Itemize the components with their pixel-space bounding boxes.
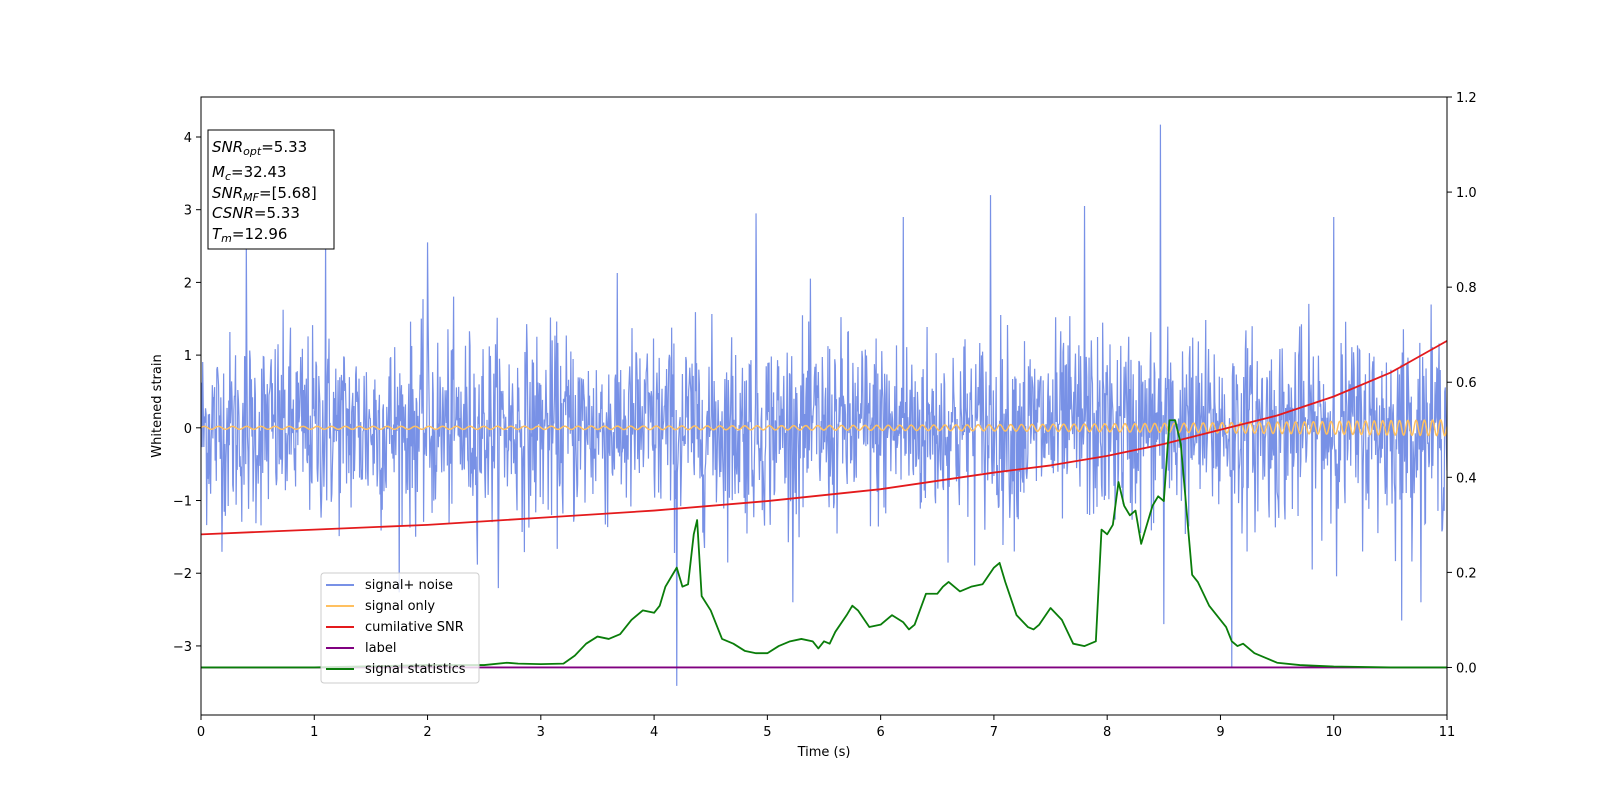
legend-entry-signal-only: signal only <box>326 599 435 614</box>
y-left-tick-label: 1 <box>184 349 192 364</box>
x-tick-label: 11 <box>1439 725 1456 740</box>
x-tick-label: 2 <box>423 725 431 740</box>
info-tm: Tm=12.96 <box>212 225 287 245</box>
y-left-tick-label: 2 <box>184 276 192 291</box>
info-box: SNRopt=5.33 Mc=32.43 SNRMF=[5.68] CSNR=5… <box>207 129 335 250</box>
x-axis-label: Time (s) <box>797 745 851 760</box>
legend-entry-label: label <box>326 641 396 656</box>
info-mc: Mc=32.43 <box>212 163 287 183</box>
x-tick-label: 1 <box>310 725 318 740</box>
x-tick-label: 0 <box>197 725 205 740</box>
y-left-tick-label: −1 <box>173 495 192 510</box>
x-tick-label: 8 <box>1103 725 1111 740</box>
series-signal-statistics <box>201 419 1447 669</box>
y-axis-right: 0.0 0.2 0.4 0.6 0.8 1.0 1.2 <box>1447 91 1477 676</box>
legend-frame <box>320 572 480 684</box>
y-right-tick-label: 0.6 <box>1456 376 1477 391</box>
info-snr-opt: SNRopt=5.33 <box>212 138 307 158</box>
y-right-tick-label: 1.2 <box>1456 91 1477 106</box>
x-tick-label: 10 <box>1325 725 1342 740</box>
legend-label-signal-noise: signal+ noise <box>365 578 453 593</box>
y-right-tick-label: 0.2 <box>1456 566 1477 581</box>
series-cumulative-snr <box>201 340 1447 536</box>
info-box-frame <box>207 129 335 250</box>
y-right-tick-label: 0.4 <box>1456 471 1477 486</box>
y-left-tick-label: −3 <box>173 640 192 655</box>
info-snr-mf: SNRMF=[5.68] <box>212 184 317 204</box>
x-tick-label: 3 <box>537 725 545 740</box>
y-left-tick-label: −2 <box>173 567 192 582</box>
plot-frame <box>200 96 1448 716</box>
series-signal-noise <box>201 124 1447 686</box>
legend-entry-signal-statistics: signal statistics <box>326 662 466 677</box>
y-left-tick-label: 3 <box>184 204 192 219</box>
legend-label-cumulative-snr: cumilative SNR <box>365 620 464 635</box>
x-axis: 0 1 2 3 4 5 6 7 8 9 10 11 <box>197 715 1455 740</box>
y-left-tick-label: 0 <box>184 422 192 437</box>
x-tick-label: 4 <box>650 725 658 740</box>
legend: signal+ noise signal only cumilative SNR… <box>320 572 480 684</box>
x-tick-label: 6 <box>876 725 884 740</box>
y-right-tick-label: 0.0 <box>1456 661 1477 676</box>
y-right-tick-label: 1.0 <box>1456 186 1477 201</box>
info-csnr: CSNR=5.33 <box>212 204 300 222</box>
legend-label-signal-only: signal only <box>365 599 435 614</box>
y-left-tick-label: 4 <box>184 131 192 146</box>
legend-entry-signal-noise: signal+ noise <box>326 578 453 593</box>
x-tick-label: 9 <box>1216 725 1224 740</box>
y-axis-label: Whitened strain <box>150 354 165 457</box>
x-tick-label: 5 <box>763 725 771 740</box>
legend-label-label: label <box>365 641 396 656</box>
legend-entry-cumulative-snr: cumilative SNR <box>326 620 464 635</box>
x-tick-label: 7 <box>990 725 998 740</box>
y-axis-left: −3 −2 −1 0 1 2 3 4 <box>173 131 201 655</box>
y-right-tick-label: 0.8 <box>1456 281 1477 296</box>
legend-label-signal-statistics: signal statistics <box>365 662 466 677</box>
